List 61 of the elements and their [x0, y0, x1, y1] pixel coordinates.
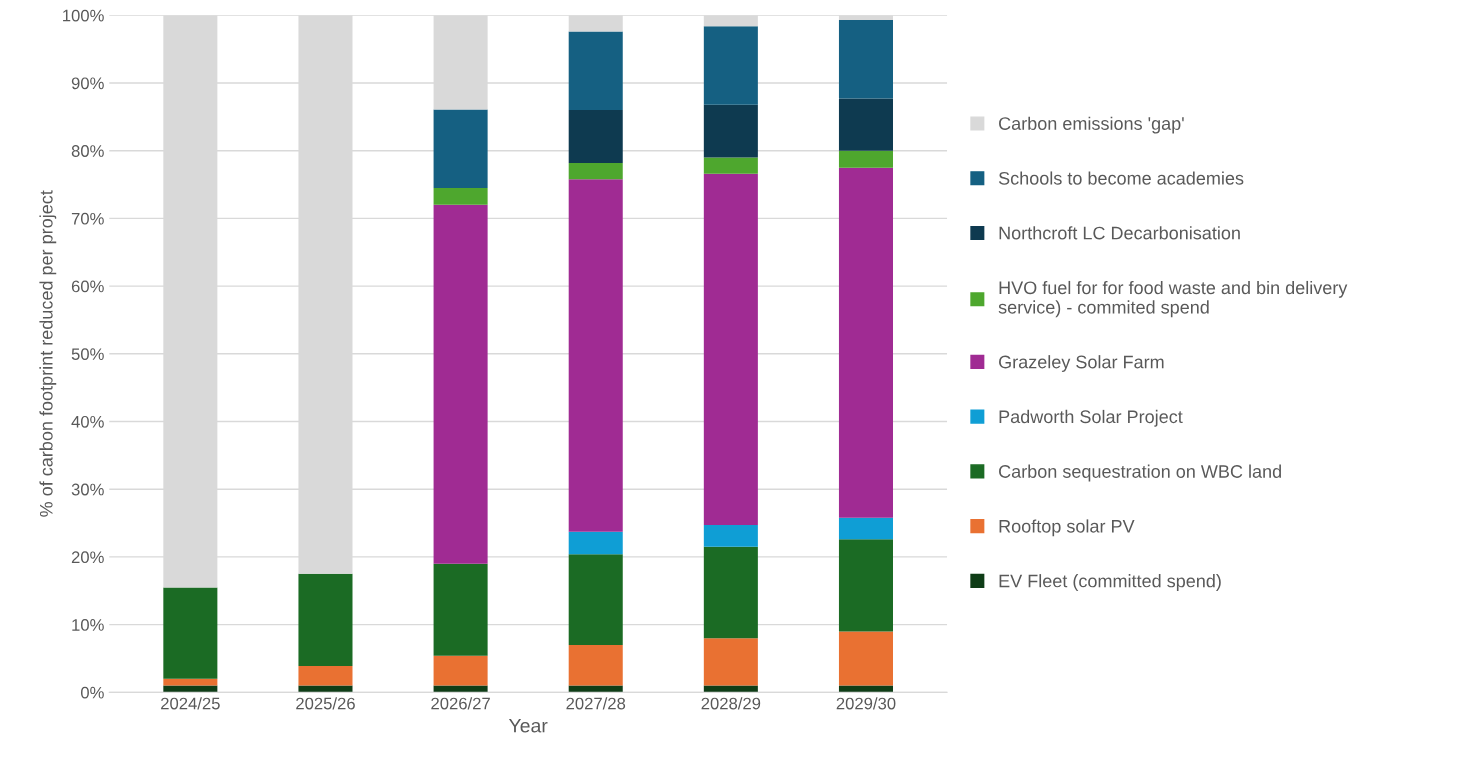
bar — [703, 15, 758, 27]
bar — [163, 678, 218, 686]
bar — [298, 573, 353, 666]
bar — [433, 204, 488, 564]
y-axis-title: % of carbon footprint reduced per project — [39, 190, 57, 517]
bar — [838, 631, 893, 686]
bar — [703, 157, 758, 174]
bar — [703, 104, 758, 158]
bar — [838, 98, 893, 151]
bar — [568, 15, 623, 32]
y-tick-label: 50% — [71, 348, 104, 361]
bar — [433, 109, 488, 188]
legend-label: EV Fleet (committed spend) — [999, 574, 1221, 591]
x-tick-label: 2029/30 — [836, 697, 896, 710]
bar — [568, 644, 623, 686]
y-tick-label: 20% — [71, 551, 104, 564]
bar — [838, 150, 893, 168]
legend-label: Northcroft LC Decarbonisation — [999, 226, 1240, 240]
bar — [838, 517, 893, 540]
bar — [838, 167, 893, 518]
y-tick-label: 70% — [71, 212, 104, 225]
bar — [838, 539, 893, 632]
y-tick-label: 90% — [71, 77, 104, 90]
y-tick-label: 0% — [80, 686, 104, 699]
bar — [568, 110, 623, 163]
bar — [838, 20, 893, 99]
legend-label: Carbon sequestration on WBC land — [999, 464, 1281, 482]
y-tick-label: 40% — [71, 415, 104, 428]
bar — [298, 685, 353, 693]
bar — [433, 655, 488, 686]
y-tick-label: 10% — [72, 619, 104, 631]
x-tick-label: 2024/25 — [161, 697, 220, 710]
legend-label: Rooftop solar PV — [999, 519, 1135, 537]
bar — [163, 587, 218, 679]
bar — [298, 665, 353, 686]
bar — [568, 162, 623, 180]
bar — [568, 179, 623, 532]
bar — [568, 31, 623, 111]
y-tick-label: 100% — [63, 9, 104, 22]
legend-label: Carbon emissions 'gap' — [999, 116, 1184, 134]
bar — [703, 546, 758, 639]
bar — [703, 525, 758, 547]
y-tick-label: 60% — [71, 280, 104, 293]
x-tick-label: 2026/27 — [431, 697, 490, 710]
legend-label: Padworth Solar Project — [999, 409, 1183, 427]
bar — [703, 26, 758, 105]
bar — [433, 563, 488, 656]
y-tick-label: 30% — [71, 483, 104, 496]
bar — [568, 531, 623, 555]
bar — [703, 638, 758, 686]
x-tick-label: 2025/26 — [296, 697, 355, 710]
bar — [433, 187, 488, 205]
x-axis-title: Year — [508, 718, 548, 733]
legend-label: Schools to become academies — [998, 171, 1244, 185]
x-tick-label: 2028/29 — [701, 697, 761, 710]
x-tick-label: 2027/28 — [566, 697, 626, 710]
bar — [703, 173, 758, 526]
legend-label: HVO fuel for for food waste and bin delivery service) - commited spend — [998, 280, 1348, 318]
legend-label: Grazeley Solar Farm — [999, 355, 1164, 372]
y-tick-label: 80% — [71, 145, 104, 157]
bar — [568, 554, 623, 645]
